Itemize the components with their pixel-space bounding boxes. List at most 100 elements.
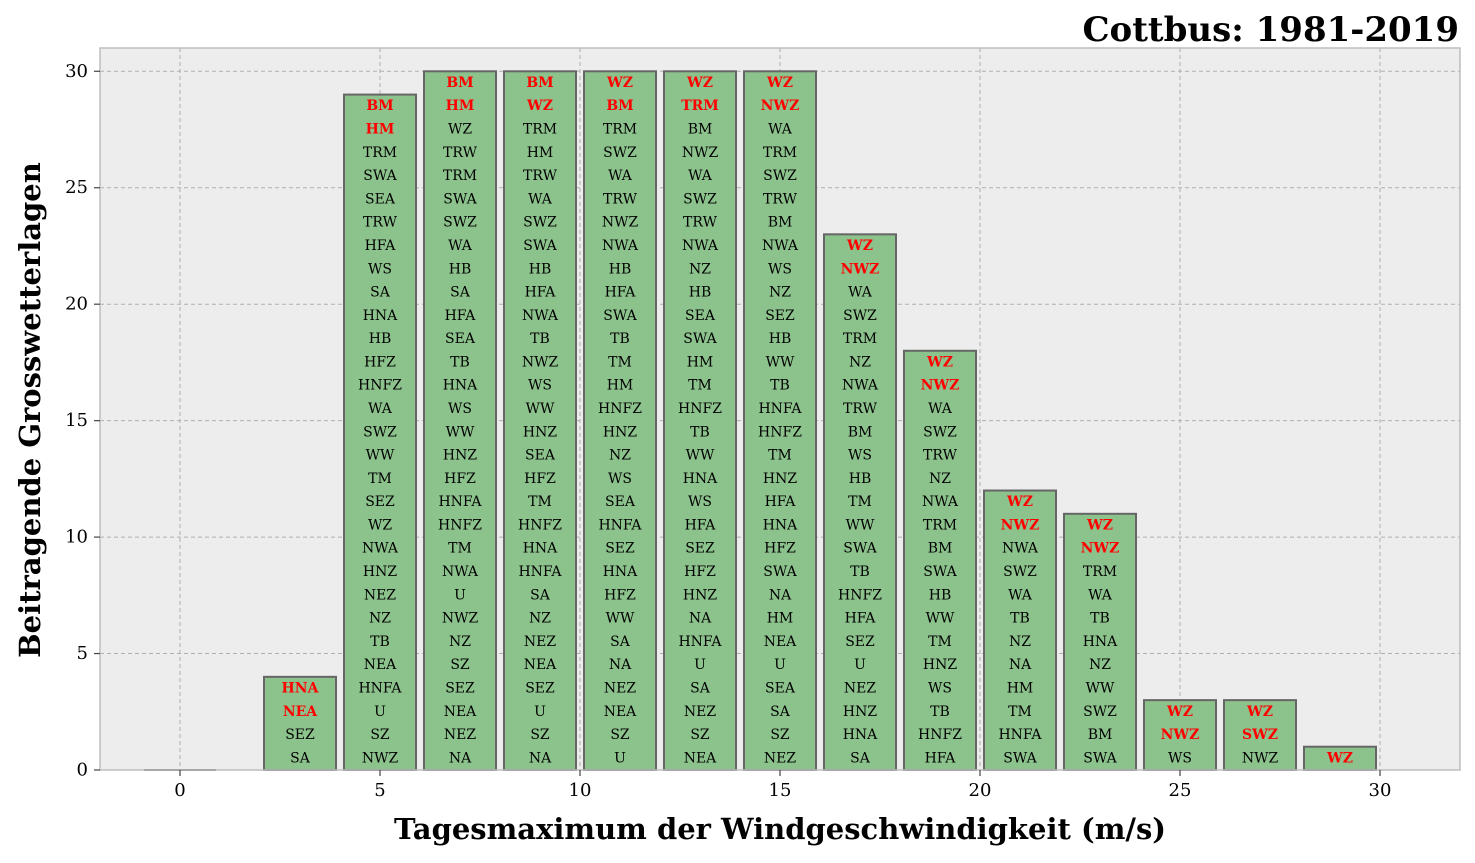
bar-segment-label: HM	[446, 98, 475, 114]
bar-group: SWA BM SWZ WW NZ HNA TB WA TRM NWZ WZ	[1063, 512, 1137, 771]
bar-segment-label: SZ	[610, 727, 630, 743]
bar-segment-label: NEZ	[604, 680, 636, 696]
bar-segment-label: HNZ	[923, 657, 957, 673]
bar-segment-label: WS	[688, 494, 712, 510]
bar-segment-label: NWA	[442, 564, 479, 580]
bar-segment-label: HFA	[365, 238, 397, 254]
bar-segment-label: HFZ	[444, 471, 476, 487]
bar-segment-label: TRM	[443, 168, 477, 184]
bar	[1063, 512, 1137, 771]
bar-segment-label: SWZ	[363, 424, 397, 440]
bar-segment-label: HNFA	[598, 517, 642, 533]
bar-segment-label: U	[854, 657, 866, 673]
bar-group: WZ	[1303, 745, 1377, 771]
bar-segment-label: U	[454, 587, 466, 603]
bar-segment-label: SA	[610, 634, 631, 650]
bar-segment-label: WW	[366, 448, 395, 464]
bar-segment-label: NWA	[362, 541, 399, 557]
bar-group: SA SEZ NEA HNA	[263, 675, 337, 771]
x-tick-label: 30	[1369, 780, 1392, 801]
bar-segment-label: BM	[526, 75, 553, 91]
bar-segment-label: SZ	[370, 727, 390, 743]
bar-segment-label: HFA	[605, 285, 637, 301]
bar-segment-label: NEA	[684, 750, 717, 766]
bar-segment-label: SWA	[1083, 750, 1117, 766]
bar-segment-label: TRW	[843, 401, 878, 417]
bar-segment-label: WA	[848, 285, 873, 301]
bar-segment-label: NWZ	[682, 145, 719, 161]
bar-segment-label: SWZ	[923, 424, 957, 440]
bar-segment-label: BM	[768, 215, 793, 231]
bar-segment-label: TB	[1090, 611, 1110, 627]
bar-segment-label: SWZ	[1003, 564, 1037, 580]
bar-segment-label: WS	[848, 448, 872, 464]
bar-segment-label: WZ	[686, 75, 713, 91]
bar-segment-label: HB	[689, 285, 712, 301]
bar-segment-label: HNA	[843, 727, 878, 743]
bar-segment-label: TB	[850, 564, 870, 580]
bar-segment-label: NA	[609, 657, 632, 673]
bar-segment-label: NEA	[444, 704, 477, 720]
bar-segment-label: WW	[606, 611, 635, 627]
bar-segment-label: TM	[1008, 704, 1032, 720]
bar-segment-label: NZ	[849, 354, 871, 370]
bar-segment-label: SA	[770, 704, 791, 720]
bar-segment-label: NA	[769, 587, 792, 603]
bar-segment-label: SWZ	[523, 215, 557, 231]
bar-segment-label: TRM	[523, 122, 557, 138]
bar-segment-label: HFZ	[764, 541, 796, 557]
bar-segment-label: WA	[448, 238, 473, 254]
bar-segment-label: TM	[368, 471, 392, 487]
bar-segment-label: NWA	[602, 238, 639, 254]
x-tick-label: 20	[969, 780, 992, 801]
bar-segment-label: NEZ	[844, 680, 876, 696]
bar-segment-label: SEZ	[845, 634, 875, 650]
bar-segment-label: WS	[928, 680, 952, 696]
bar-segment-label: SWZ	[843, 308, 877, 324]
bar-segment-label: SEA	[765, 680, 796, 696]
bar-segment-label: TRW	[363, 215, 398, 231]
bar-segment-label: HFA	[925, 750, 957, 766]
axes: 0 5 10 15 20 25 30 0 5 10 15 20 25 30	[65, 61, 1391, 801]
bar-segment-label: NWA	[682, 238, 719, 254]
bar-segment-label: SEZ	[685, 541, 715, 557]
bar-segment-label: SWA	[1003, 750, 1037, 766]
bar-segment-label: HNFA	[998, 727, 1042, 743]
bar-segment-label: WS	[448, 401, 472, 417]
bar-segment-label: TRM	[363, 145, 397, 161]
bar-segment-label: HNA	[763, 517, 798, 533]
bar-segment-label: WA	[1008, 587, 1033, 603]
bar-segment-label: SWA	[763, 564, 797, 580]
bar-segment-label: TB	[930, 704, 950, 720]
bar-segment-label: HB	[369, 331, 392, 347]
bar-segment-label: WZ	[1246, 704, 1273, 720]
bar-segment-label: SWZ	[1242, 727, 1278, 743]
x-tick-label: 5	[374, 780, 385, 801]
bar-group: WS NWZ WZ	[1143, 699, 1217, 771]
bar-segment-label: WS	[608, 471, 632, 487]
bar-segment-label: BM	[446, 75, 473, 91]
bar-segment-label: SWA	[363, 168, 397, 184]
bar-segment-label: HNFZ	[838, 587, 882, 603]
bar-segment-label: NEZ	[764, 750, 796, 766]
bar-segment-label: HNZ	[843, 704, 877, 720]
bar-segment-label: SWZ	[443, 215, 477, 231]
bar-segment-label: SEA	[685, 308, 716, 324]
bar-segment-label: WW	[526, 401, 555, 417]
bar-segment-label: TB	[450, 354, 470, 370]
bar-group: U SZ NEA NEZ NA SA WW HFZ HNA SEZ HNFA SEA WS NZ HNZ HN…	[583, 70, 657, 771]
x-tick-label: 10	[569, 780, 592, 801]
bar-segment-label: WZ	[606, 75, 633, 91]
bar-segment-label: WZ	[846, 238, 873, 254]
bar-segment-label: SWZ	[1083, 704, 1117, 720]
bar	[1223, 699, 1297, 771]
bar-segment-label: WA	[928, 401, 953, 417]
bar-segment-label: U	[774, 657, 786, 673]
bar-segment-label: HNA	[363, 308, 398, 324]
bar-segment-label: HFA	[525, 285, 557, 301]
bar-segment-label: TRM	[681, 98, 719, 114]
bar-segment-label: SEA	[445, 331, 476, 347]
bar-segment-label: SEZ	[445, 680, 475, 696]
bar-segment-label: SZ	[530, 727, 550, 743]
